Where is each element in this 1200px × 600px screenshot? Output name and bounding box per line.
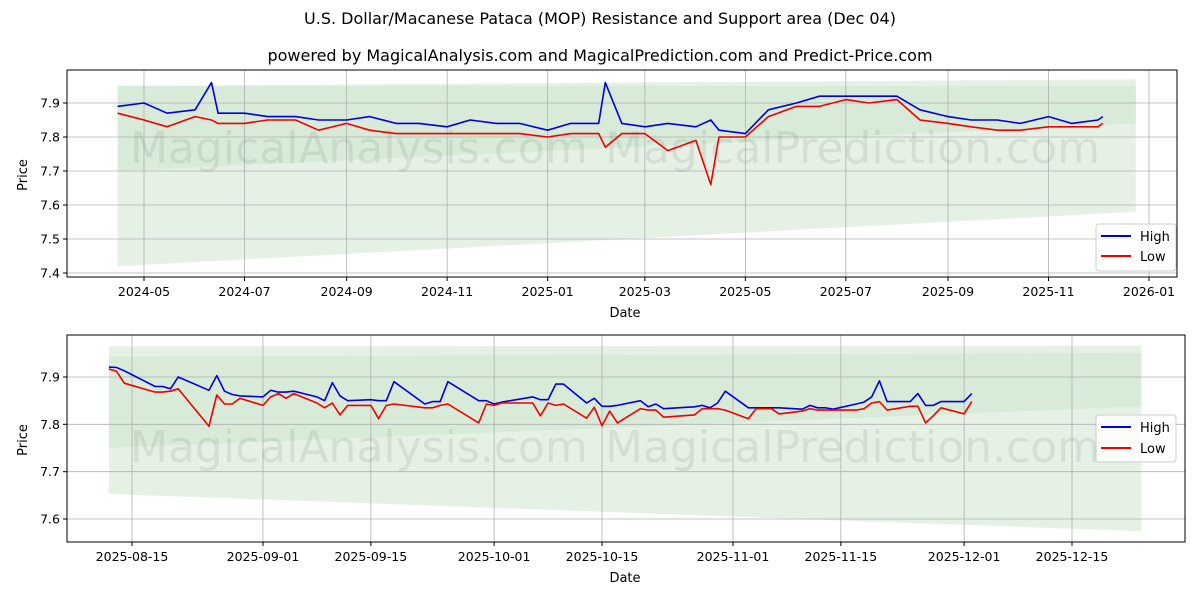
high-line xyxy=(117,81,1104,135)
x-tick-label: 2025-08-15 xyxy=(96,549,169,564)
legend-low-label: Low xyxy=(1140,442,1166,457)
legend-high-label: High xyxy=(1140,230,1170,245)
y-axis-label: Price xyxy=(16,424,31,456)
bottom-chart: MagicalAnalysis.com MagicalPrediction.co… xyxy=(16,334,1186,586)
x-tick-label: 2025-05 xyxy=(719,284,771,299)
x-tick-label: 2025-11-01 xyxy=(697,549,770,564)
x-tick-label: 2024-05 xyxy=(118,284,170,299)
x-tick-label: 2025-09-01 xyxy=(227,549,300,564)
y-tick-label: 7.8 xyxy=(40,417,60,432)
y-tick-label: 7.4 xyxy=(40,266,60,281)
chart-title: U.S. Dollar/Macanese Pataca (MOP) Resist… xyxy=(304,9,896,28)
x-axis-ticks: 2024-05 2024-07 2024-09 2024-11 2025-01 2025-… xyxy=(118,277,1175,299)
y-tick-label: 7.5 xyxy=(40,232,60,247)
legend-low-label: Low xyxy=(1140,250,1166,265)
y-axis-ticks: 7.6 7.7 7.8 7.9 xyxy=(40,370,67,527)
x-tick-label: 2025-09 xyxy=(922,284,974,299)
x-axis-label: Date xyxy=(609,571,640,586)
y-axis-label: Price xyxy=(16,159,31,191)
low-line xyxy=(108,368,973,428)
top-chart: MagicalAnalysis.com MagicalPrediction.co… xyxy=(16,69,1178,321)
watermark-left: MagicalAnalysis.com xyxy=(130,123,588,174)
x-tick-label: 2024-11 xyxy=(421,284,473,299)
x-tick-label: 2025-07 xyxy=(820,284,872,299)
x-tick-label: 2025-03 xyxy=(619,284,671,299)
x-tick-label: 2025-12-15 xyxy=(1036,549,1109,564)
x-tick-label: 2025-01 xyxy=(522,284,574,299)
y-tick-label: 7.9 xyxy=(40,370,60,385)
watermark-left: MagicalAnalysis.com xyxy=(130,422,588,473)
legend-high-label: High xyxy=(1140,421,1170,436)
x-tick-label: 2025-10-15 xyxy=(566,549,639,564)
y-tick-label: 7.9 xyxy=(40,96,60,111)
x-axis-label: Date xyxy=(609,306,640,321)
price-lines xyxy=(108,366,973,428)
x-tick-label: 2024-09 xyxy=(321,284,373,299)
low-line xyxy=(117,98,1104,186)
y-tick-label: 7.6 xyxy=(40,512,60,527)
chart-subtitle: powered by MagicalAnalysis.com and Magic… xyxy=(267,46,933,65)
x-axis-ticks: 2025-08-15 2025-09-01 2025-09-15 2025-10-01… xyxy=(96,542,1109,564)
x-tick-label: 2026-01 xyxy=(1123,284,1175,299)
x-tick-label: 2025-12-01 xyxy=(928,549,1001,564)
price-lines xyxy=(117,81,1104,186)
y-tick-label: 7.7 xyxy=(40,164,60,179)
axes-frame xyxy=(66,334,1186,543)
x-tick-label: 2024-07 xyxy=(218,284,270,299)
y-tick-label: 7.6 xyxy=(40,198,60,213)
support-resistance-bands xyxy=(117,79,1136,267)
y-tick-label: 7.8 xyxy=(40,130,60,145)
legend: High Low xyxy=(1095,223,1177,272)
y-tick-label: 7.7 xyxy=(40,464,60,479)
grid-lines xyxy=(67,70,1177,277)
grid-lines xyxy=(67,335,1185,542)
watermark-right: MagicalPrediction.com xyxy=(605,123,1100,174)
y-axis-ticks: 7.4 7.5 7.6 7.7 7.8 7.9 xyxy=(40,96,67,281)
inner-band xyxy=(117,86,1136,171)
x-tick-label: 2025-09-15 xyxy=(335,549,408,564)
x-tick-label: 2025-11 xyxy=(1022,284,1074,299)
watermark-right: MagicalPrediction.com xyxy=(605,422,1100,473)
high-line xyxy=(108,366,973,411)
legend: High Low xyxy=(1095,414,1177,463)
x-tick-label: 2025-10-01 xyxy=(458,549,531,564)
x-tick-label: 2025-11-15 xyxy=(805,549,878,564)
axes-frame xyxy=(66,69,1178,278)
